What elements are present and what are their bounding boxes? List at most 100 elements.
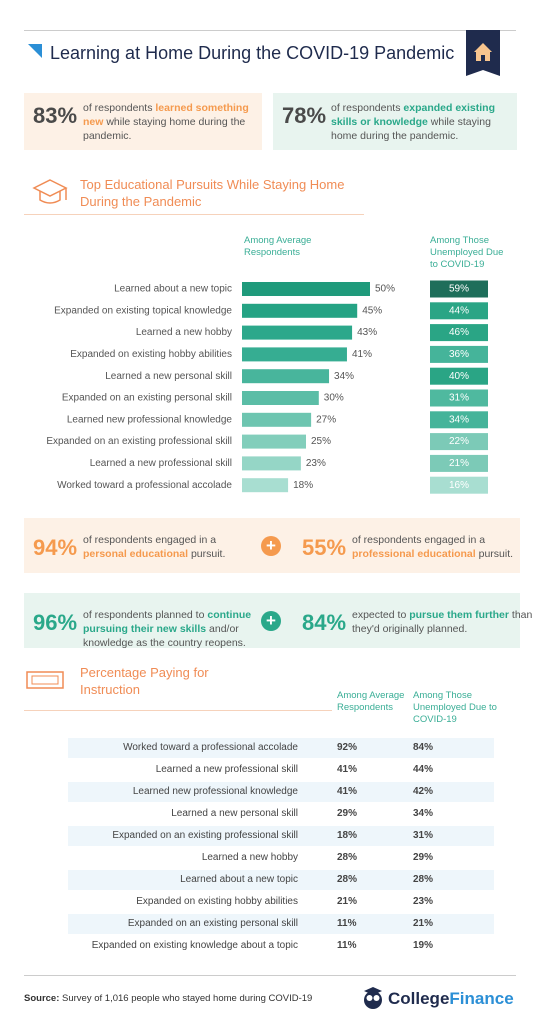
value-box	[430, 280, 488, 298]
stat-text: of respondents learned something new whi…	[83, 101, 253, 143]
source-label: Source:	[24, 993, 60, 1004]
brand-part: College	[388, 989, 450, 1008]
stat-highlight: personal educational	[83, 548, 189, 560]
section-title: Percentage Paying for Instruction	[80, 665, 209, 697]
row-label: Expanded on an existing personal skill	[127, 918, 298, 929]
row-stripe	[68, 782, 494, 802]
bar	[242, 412, 312, 427]
row-label: Expanded on existing hobby abilities	[136, 896, 298, 907]
table-value: 42%	[413, 786, 434, 797]
value-label: 50%	[375, 284, 395, 295]
row-stripe	[68, 826, 494, 846]
stat-value: 96%	[33, 610, 78, 635]
section-title: Top Educational Pursuits While Staying H…	[80, 177, 345, 209]
stat-text-part: of respondents engaged in a	[83, 534, 217, 546]
stat-text-part: expected to	[352, 609, 410, 621]
stat-highlight: pursue them further	[409, 609, 509, 621]
bar	[242, 456, 301, 471]
series-header: Among Average Respondents	[244, 235, 312, 258]
row-label: Learned about a new topic	[180, 874, 298, 885]
table-value: 11%	[337, 940, 357, 951]
value-label: 31%	[449, 393, 469, 404]
stat-text: of respondents planned to continue pursu…	[83, 608, 253, 650]
category-label: Learned a new hobby	[136, 327, 232, 338]
row-label: Learned a new hobby	[201, 852, 298, 863]
stat-highlight: continue pursuing their new skills	[83, 609, 252, 635]
cap-icon	[32, 179, 68, 204]
stat-text-part: of respondents	[331, 102, 404, 114]
value-label: 45%	[362, 305, 382, 316]
bar	[242, 391, 319, 405]
table-value: 44%	[413, 764, 434, 775]
value-label: 43%	[357, 327, 377, 338]
top-rule	[24, 30, 516, 31]
value-label: 40%	[449, 371, 469, 382]
stat-text-part: pursuit.	[188, 548, 226, 560]
owl-logo	[364, 987, 382, 1009]
value-label: 36%	[449, 349, 469, 360]
source: Source: Survey of 1,016 people who staye…	[24, 993, 312, 1004]
row-stripe	[68, 738, 494, 758]
bottom-rule	[24, 975, 516, 976]
value-box	[430, 324, 488, 342]
stat-text: expected to pursue them further than the…	[352, 608, 544, 636]
value-box	[430, 433, 488, 451]
table-value: 18%	[337, 830, 358, 841]
value-label: 23%	[306, 458, 326, 469]
value-box	[430, 345, 488, 363]
stat-value: 94%	[33, 535, 78, 560]
stat-text: of respondents engaged in a professional…	[352, 533, 517, 561]
row-label: Learned a new professional skill	[155, 764, 298, 775]
table-value: 28%	[413, 874, 434, 885]
table-value: 41%	[337, 764, 358, 775]
table-value: 28%	[337, 852, 358, 863]
category-label: Expanded on an existing personal skill	[62, 393, 232, 404]
column-header: Among Those Unemployed Due to COVID-19	[413, 690, 497, 725]
stat-highlight: professional educational	[352, 548, 476, 560]
bar	[242, 369, 330, 384]
stat-highlight: expanded existing skills or knowledge	[331, 102, 495, 128]
row-label: Learned new professional knowledge	[132, 786, 298, 797]
stat-text-part: than they'd originally planned.	[352, 609, 533, 635]
stat-text-part: while staying home during the pandemic.	[83, 116, 246, 142]
table-value: 23%	[413, 896, 434, 907]
stat-text: of respondents engaged in a personal edu…	[83, 533, 248, 561]
category-label: Learned new professional knowledge	[67, 414, 233, 425]
value-label: 34%	[449, 414, 469, 425]
value-box	[430, 389, 488, 407]
row-label: Expanded on existing knowledge about a t…	[91, 940, 298, 951]
title-icon	[28, 44, 42, 58]
value-label: 16%	[449, 480, 469, 491]
category-label: Expanded on existing hobby abilities	[70, 349, 232, 360]
stat-highlight: learned something new	[83, 102, 249, 128]
value-label: 34%	[334, 371, 354, 382]
source-text: Survey of 1,016 people who stayed home d…	[62, 993, 313, 1004]
section-rule	[24, 214, 364, 215]
value-box	[430, 411, 488, 429]
stat-text: of respondents expanded existing skills …	[331, 101, 511, 143]
stat-box	[24, 93, 262, 150]
bar	[242, 434, 306, 449]
table-value: 29%	[413, 852, 434, 863]
value-label: 41%	[352, 349, 372, 360]
value-label: 46%	[449, 327, 469, 338]
stat-text-part: of respondents engaged in a	[352, 534, 486, 546]
brand-part: Finance	[449, 989, 514, 1008]
category-label: Learned a new personal skill	[105, 371, 232, 382]
value-label: 21%	[449, 458, 469, 469]
category-label: Expanded on an existing professional ski…	[46, 436, 232, 447]
value-label: 30%	[324, 393, 344, 404]
category-label: Expanded on existing topical knowledge	[54, 305, 232, 316]
table-value: 11%	[337, 918, 357, 929]
stat-text-part: and/or knowledge as the country reopens.	[83, 623, 246, 649]
stat-text-part: of respondents planned to	[83, 609, 208, 621]
bar	[242, 347, 347, 362]
value-label: 22%	[449, 436, 469, 447]
row-label: Expanded on an existing professional ski…	[112, 830, 298, 841]
bar	[242, 303, 358, 318]
money-icon	[26, 671, 64, 689]
table-value: 29%	[337, 808, 358, 819]
column-header: Among Average Respondents	[337, 690, 405, 713]
home-badge	[466, 30, 500, 76]
